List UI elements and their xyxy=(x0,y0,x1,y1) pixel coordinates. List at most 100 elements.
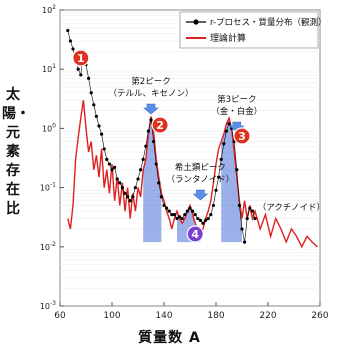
down-arrow-icon xyxy=(143,103,159,115)
x-tick-label: 260 xyxy=(311,311,328,321)
plot-area xyxy=(59,9,321,307)
observed-point xyxy=(87,76,91,80)
legend-box xyxy=(179,11,319,49)
observed-point xyxy=(126,195,130,199)
observed-point xyxy=(66,28,70,33)
y-tick-label: 10-3 xyxy=(40,300,56,311)
observed-point xyxy=(219,157,223,161)
peak-fill xyxy=(221,117,242,243)
observed-point xyxy=(159,195,163,199)
observed-point xyxy=(110,168,114,172)
observed-point xyxy=(144,144,148,148)
y-tick-label: 102 xyxy=(42,4,56,15)
plot-frame xyxy=(59,9,321,307)
observed-point xyxy=(79,73,83,77)
legend-observed-label: r-プロセス・質量分布（観測） xyxy=(210,17,327,28)
y-tick-label: 10-2 xyxy=(40,241,56,252)
number-marker-label: 1 xyxy=(77,52,85,65)
observed-point xyxy=(248,206,252,210)
observed-point xyxy=(204,218,208,222)
observed-point xyxy=(250,209,254,213)
annotation-layer: 第2ピーク（テルル、キセノン） 第3ピーク（金・白金） 希土類ピーク（ランタノイド）… xyxy=(72,49,325,243)
legend: r-プロセス・質量分布（観測） 理論計算 xyxy=(179,11,327,49)
observed-point xyxy=(237,203,241,208)
observed-point xyxy=(165,206,169,210)
legend-observed-marker xyxy=(193,19,199,25)
observed-point xyxy=(217,175,221,179)
observed-point xyxy=(102,147,106,151)
annotation-label: （アクチノイド） xyxy=(258,202,325,213)
series-layer xyxy=(66,28,318,249)
observed-point xyxy=(170,212,174,217)
x-tick-label: 220 xyxy=(259,311,276,321)
observed-point xyxy=(162,203,166,208)
observed-point xyxy=(214,188,218,192)
y-tick-label: 100 xyxy=(42,122,56,133)
number-marker xyxy=(233,127,251,145)
observed-point xyxy=(227,122,231,126)
annotation-label: 第2ピーク xyxy=(131,76,170,87)
down-arrow-icon xyxy=(192,189,209,201)
observed-point xyxy=(68,39,72,43)
observed-point xyxy=(196,216,200,221)
observed-point xyxy=(209,212,213,217)
observed-point xyxy=(172,212,176,217)
observed-point xyxy=(76,67,80,71)
observed-point xyxy=(136,177,140,181)
observed-point xyxy=(131,195,135,199)
observed-point xyxy=(240,227,244,231)
legend-theory-label: 理論計算 xyxy=(210,32,246,44)
number-marker-label: 4 xyxy=(191,228,199,241)
observed-point xyxy=(243,240,247,244)
annotation-sublabel: （テルル、キセノン） xyxy=(108,88,193,99)
observed-point xyxy=(107,162,111,166)
observed-point xyxy=(146,129,150,133)
observed-point xyxy=(113,165,117,169)
observed-point xyxy=(245,216,249,221)
observed-point xyxy=(235,168,239,172)
observed-point xyxy=(191,209,195,213)
annotation-label: 希土類ピーク xyxy=(175,162,226,173)
observed-point xyxy=(139,168,143,172)
x-tick-label: 140 xyxy=(155,311,172,321)
observed-point xyxy=(183,212,187,217)
observed-point xyxy=(152,139,156,144)
number-marker xyxy=(186,225,204,243)
observed-point xyxy=(178,215,182,219)
series-theory-line xyxy=(67,100,318,249)
number-marker-label: 3 xyxy=(238,130,246,143)
annotation-label: 第3ピーク xyxy=(217,94,256,105)
observed-point xyxy=(167,209,171,213)
observed-point xyxy=(115,177,119,181)
observed-point xyxy=(100,132,104,136)
x-axis-label: 質量数 A xyxy=(138,330,201,346)
observed-point xyxy=(157,181,161,185)
observed-point xyxy=(97,124,101,128)
y-axis-label: 太陽・元素存在比 xyxy=(2,87,30,217)
observed-point xyxy=(141,157,145,161)
observed-point xyxy=(201,221,205,225)
number-marker xyxy=(151,116,169,134)
observed-point xyxy=(211,203,215,208)
observed-point xyxy=(120,186,124,190)
annotation-sublabel: （金・白金） xyxy=(211,106,262,117)
observed-point xyxy=(222,142,226,146)
observed-point xyxy=(185,209,189,213)
observed-point xyxy=(118,181,122,185)
observed-point xyxy=(180,216,184,221)
observed-point xyxy=(206,216,210,221)
observed-point xyxy=(188,206,192,210)
observed-point xyxy=(105,157,109,161)
y-tick-label: 101 xyxy=(42,63,56,74)
number-marker-label: 2 xyxy=(156,119,164,132)
observed-point xyxy=(89,91,93,95)
peak-fill xyxy=(143,116,162,243)
number-marker xyxy=(72,49,90,67)
observed-point xyxy=(149,118,153,122)
observed-point xyxy=(71,47,75,51)
observed-point xyxy=(154,162,158,166)
observed-point xyxy=(123,191,127,195)
observed-point xyxy=(193,212,197,217)
tick-layer: 60 100 140 180 220 260 10-3 10-2 10-1 100 101 102 xyxy=(40,4,329,321)
